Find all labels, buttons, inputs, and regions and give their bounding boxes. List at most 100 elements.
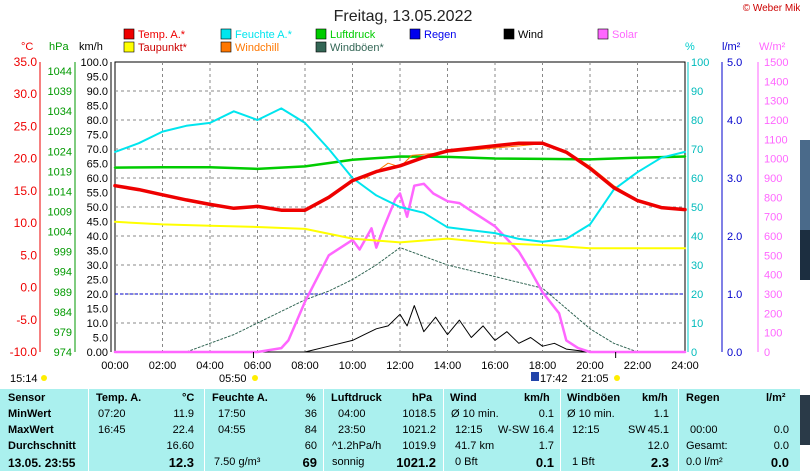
legend-label: Solar [612, 29, 638, 41]
pressure-tick-label: 1019 [48, 166, 72, 178]
temp-tick-label: 15.0 [14, 184, 38, 198]
hdr-feuchte: Feuchte A. [212, 392, 268, 404]
luftdruck-avg: 1019.9 [402, 440, 436, 452]
regen-avg: 0.0 [773, 440, 789, 452]
label-now: 13.05. 23:55 [8, 456, 76, 470]
solar-tick-label: 1400 [764, 76, 788, 88]
x-tick-label: 02:00 [149, 360, 177, 372]
unit-hpa: hPa [49, 41, 69, 53]
x-tick-label: 10:00 [339, 360, 367, 372]
legend-swatch [503, 28, 515, 40]
label-min: MinWert [8, 408, 52, 420]
windboeen-avg: 12.0 [647, 440, 669, 452]
series-solar [113, 182, 687, 354]
legend-label: Windböen* [330, 42, 385, 54]
series-wind [114, 305, 686, 353]
humidity-tick-label: 90 [691, 86, 703, 98]
wind-tick-label: 45.0 [87, 217, 108, 229]
rain-tick-label: 5.0 [727, 57, 742, 69]
x-tick-label: 00:00 [101, 360, 129, 372]
wind-tick-label: 90.0 [87, 86, 108, 98]
marker-noon-time: 17:42 [540, 373, 568, 385]
pressure-tick-label: 999 [54, 247, 72, 259]
sunrise-dot [252, 375, 258, 381]
unit-celsius: °C [21, 41, 33, 53]
hdr-feuchte-unit: % [306, 392, 316, 404]
windboeen-min-label: Ø 10 min. [567, 408, 615, 420]
pressure-tick-label: 989 [54, 287, 72, 299]
marker-flag-icon [531, 372, 539, 381]
wind-max-time: 12:15 [455, 424, 483, 436]
wind-now-bft: 0 Bft [455, 456, 478, 468]
windboeen-now: 2.3 [650, 455, 669, 470]
series-luftdruck [113, 155, 687, 171]
pressure-tick-label: 1004 [48, 227, 72, 239]
wind-min: 0.1 [538, 408, 554, 420]
wind-tick-label: 65.0 [87, 159, 108, 171]
marker-sunset-time: 21:05 [581, 373, 609, 385]
solar-tick-label: 1200 [764, 115, 788, 127]
legend-label: Wind [518, 29, 543, 41]
copyright-note: © Weber Mike [742, 3, 806, 14]
label-max: MaxWert [8, 424, 54, 436]
humidity-tick-label: 20 [691, 289, 703, 301]
humidity-tick-label: 60 [691, 173, 703, 185]
legend-label: Windchill [235, 42, 279, 54]
solar-tick-label: 500 [764, 250, 782, 262]
temp-tick-label: 10.0 [14, 216, 38, 230]
legend-swatch [315, 28, 327, 40]
humidity-tick-label: 70 [691, 144, 703, 156]
solar-tick-label: 600 [764, 231, 782, 243]
pressure-tick-label: 1024 [48, 146, 72, 158]
legend-swatch [315, 41, 327, 53]
pressure-tick-label: 984 [54, 307, 72, 319]
axis-units: °C hPa km/h% l/m² W/m² [21, 41, 786, 53]
temp-tick-label: -5.0 [16, 313, 37, 327]
legend-swatch [409, 28, 421, 40]
temp-tick-label: 5.0 [20, 248, 37, 262]
wind-tick-label: 100.0 [80, 57, 108, 69]
feuchte-max-time: 04:55 [218, 424, 246, 436]
rain-tick-label: 2.0 [727, 231, 742, 243]
legend-swatch [123, 28, 135, 40]
wind-tick-label: 55.0 [87, 188, 108, 200]
hdr-temp-unit: °C [182, 392, 195, 404]
wind-now: 0.1 [535, 455, 554, 470]
humidity-tick-label: 100 [691, 57, 709, 69]
hdr-wind-unit: km/h [524, 392, 550, 404]
label-avg: Durchschnitt [8, 440, 76, 452]
regen-now: 0.0 [770, 455, 789, 470]
chart-title: Freitag, 13.05.2022 [334, 8, 473, 25]
temp-tick-label: -10.0 [10, 345, 38, 359]
temp-max-time: 16:45 [98, 424, 126, 436]
temp-avg: 16.60 [166, 440, 194, 452]
temp-tick-label: 0.0 [20, 281, 37, 295]
regen-avg-label: Gesamt: [686, 440, 728, 452]
humidity-tick-label: 30 [691, 260, 703, 272]
solar-tick-label: 200 [764, 308, 782, 320]
x-tick-label: 08:00 [291, 360, 319, 372]
x-tick-label: 14:00 [434, 360, 462, 372]
regen-max-time: 00:00 [690, 424, 718, 436]
x-tick-label: 06:00 [244, 360, 272, 372]
wind-tick-label: 5.0 [93, 333, 108, 345]
temp-min-time: 07:20 [98, 408, 126, 420]
wind-tick-label: 60.0 [87, 173, 108, 185]
windboeen-max: 45.1 [647, 424, 669, 436]
wind-avg-dist: 41.7 km [455, 440, 495, 452]
temp-min: 11.9 [173, 408, 194, 420]
wind-tick-label: 10.0 [87, 318, 108, 330]
wind-tick-label: 80.0 [87, 115, 108, 127]
solar-tick-label: 1100 [764, 134, 788, 146]
pressure-tick-label: 1014 [48, 186, 72, 198]
x-tick-label: 12:00 [386, 360, 414, 372]
x-tick-label: 18:00 [529, 360, 557, 372]
luftdruck-max: 1021.2 [402, 424, 436, 436]
rain-tick-label: 4.0 [727, 115, 742, 127]
hdr-regen: Regen [686, 392, 720, 404]
solar-tick-label: 1500 [764, 57, 788, 69]
feuchte-now: 69 [302, 455, 317, 470]
pressure-tick-label: 1029 [48, 126, 72, 138]
temp-tick-label: 20.0 [14, 152, 38, 166]
humidity-tick-label: 10 [691, 318, 703, 330]
